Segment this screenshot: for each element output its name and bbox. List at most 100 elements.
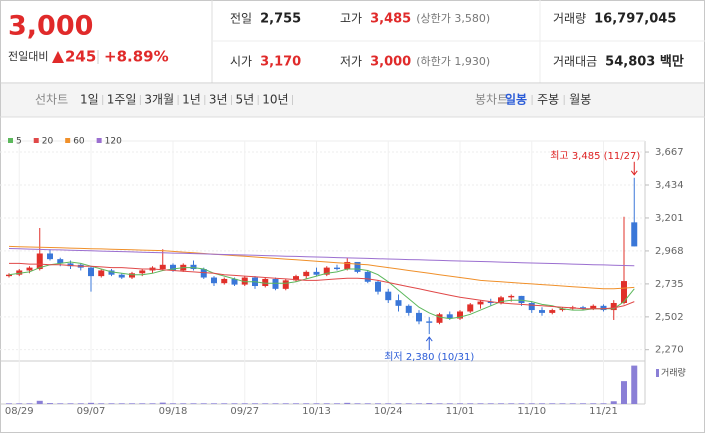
volume-bar [88, 402, 94, 404]
period-tab[interactable]: 1일 [80, 93, 99, 107]
volume-bar [293, 403, 299, 404]
period-tab[interactable]: 3개월 [144, 93, 174, 107]
x-tick-label: 11/10 [517, 406, 546, 417]
x-tick-label: 11/21 [589, 406, 618, 417]
legend-label: 60 [73, 137, 85, 147]
candle-body [385, 291, 392, 301]
candle-tab[interactable]: 주봉 [537, 93, 559, 107]
x-tick-label: 09/27 [230, 406, 259, 417]
legend-swatch [8, 138, 13, 143]
volume-bar [528, 403, 535, 404]
candle-body [36, 253, 43, 270]
x-tick-label: 09/07 [77, 406, 106, 417]
volume-bar [26, 403, 33, 404]
x-tick-label: 10/24 [374, 406, 403, 417]
volume-bar [252, 403, 258, 404]
candle-tab[interactable]: 월봉 [569, 93, 591, 107]
volume-bar [559, 403, 566, 404]
volume-bar [98, 403, 105, 404]
candle-body [631, 222, 638, 247]
y-tick-label: 2,735 [655, 279, 684, 290]
tab-group-label: 선차트 [35, 93, 68, 107]
candle-body [375, 281, 381, 292]
volume-bar [426, 403, 433, 404]
candle-body [344, 261, 351, 270]
candle-body [436, 314, 443, 323]
stat-label: 고가 [340, 12, 362, 26]
candle-body [416, 312, 422, 322]
candle-body [405, 305, 412, 313]
volume-bar [170, 403, 176, 404]
period-tab[interactable]: 3년 [209, 93, 228, 107]
volume-bar [590, 403, 597, 404]
volume-bar [6, 403, 12, 404]
candle-body [549, 310, 556, 313]
candle-body [580, 307, 586, 309]
stat-label: 전일 [230, 12, 252, 26]
stat-label: 거래대금 [553, 55, 597, 69]
volume-bar [149, 403, 156, 404]
candle-body [231, 278, 238, 285]
volume-bar [303, 403, 310, 404]
candle-body [26, 267, 33, 271]
volume-bar [231, 403, 238, 404]
candle-body [190, 264, 197, 270]
volume-bar [313, 403, 320, 404]
stat-value: 3,000 [370, 55, 411, 70]
candle-body [487, 301, 494, 303]
candle-body [293, 276, 299, 281]
volume-bar [36, 400, 43, 404]
candle-body [57, 259, 64, 264]
volume-bar [539, 403, 545, 404]
candle-body [610, 302, 617, 311]
period-tab[interactable]: 1년 [182, 93, 201, 107]
volume-bar [610, 401, 617, 404]
candle-body [88, 267, 94, 277]
candle-body [457, 311, 463, 319]
candle-body [6, 274, 12, 277]
candle-body [498, 297, 504, 303]
ma-line [8, 248, 635, 267]
ma-line [8, 245, 635, 290]
volume-bar [477, 403, 484, 404]
change-label: 전일대비 [8, 49, 48, 63]
volume-bar [518, 403, 525, 404]
y-tick-label: 3,434 [655, 180, 684, 191]
candle-body [446, 314, 453, 319]
volume-bar [139, 403, 146, 404]
volume-label: 거래량 [661, 367, 686, 379]
volume-bar [67, 403, 74, 404]
x-tick-label: 08/29 [5, 406, 34, 417]
volume-bar [108, 403, 115, 404]
low-label: 최저 2,380 (10/31) [384, 351, 474, 363]
stat-value: 3,485 [370, 12, 411, 27]
volume-bar [508, 403, 515, 404]
price: 3,000 [8, 11, 93, 42]
ma-line [8, 261, 635, 320]
volume-bar [364, 403, 371, 404]
volume-bar [334, 403, 340, 404]
candle-body [129, 273, 135, 278]
candle-body [98, 270, 105, 277]
volume-swatch [656, 369, 659, 377]
y-tick-label: 2,968 [655, 246, 684, 257]
period-tab[interactable]: 1주일 [107, 93, 137, 107]
stat-note: (하한가 1,930) [416, 54, 490, 68]
candle-body [559, 308, 566, 311]
change-pct: +8.89% [104, 48, 169, 66]
legend-swatch [96, 138, 102, 143]
candle-body [528, 302, 535, 311]
candle-body [621, 281, 627, 303]
volume-bar [159, 402, 166, 404]
candle-body [313, 271, 320, 275]
volume-bar [600, 403, 607, 404]
volume-bar [436, 403, 443, 404]
volume-bar [47, 403, 53, 404]
period-tab[interactable]: 5년 [236, 93, 255, 107]
volume-bar [211, 403, 217, 404]
volume-bar [180, 403, 187, 404]
candle-tab[interactable]: 일봉 [505, 93, 527, 107]
volume-bar [416, 403, 422, 404]
candle-body [200, 269, 207, 278]
period-tab[interactable]: 10년 [262, 93, 288, 107]
